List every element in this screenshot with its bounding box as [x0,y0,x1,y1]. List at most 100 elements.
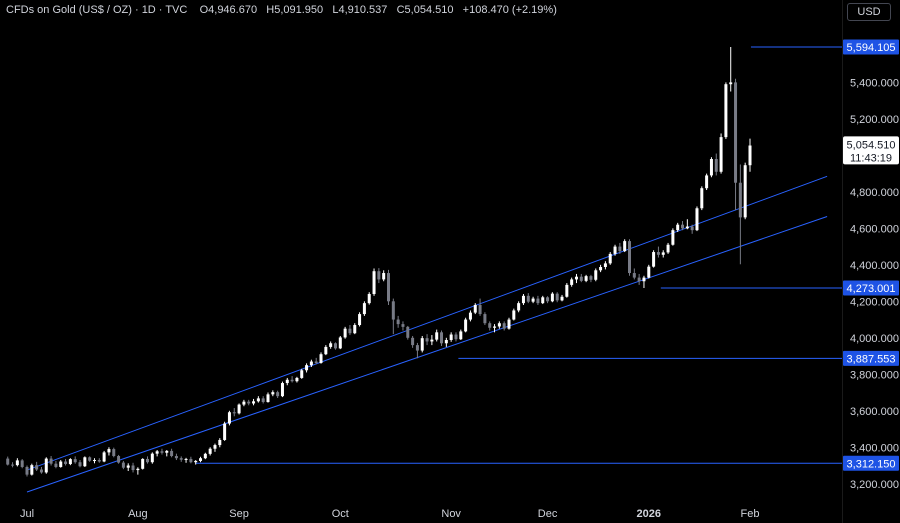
candle[interactable] [574,273,578,284]
candle[interactable] [676,222,680,232]
candle[interactable] [637,273,641,285]
candle[interactable] [261,396,265,404]
candle[interactable] [517,301,521,313]
currency-button[interactable]: USD [847,3,891,21]
candle[interactable] [594,268,598,282]
candle[interactable] [584,274,588,283]
candle[interactable] [92,458,96,464]
candle[interactable] [488,321,492,331]
candle[interactable] [656,246,660,258]
candle[interactable] [227,410,231,426]
candle[interactable] [295,376,299,383]
candle[interactable] [271,390,275,397]
candle[interactable] [146,456,149,464]
candle[interactable] [541,295,545,305]
candle[interactable] [444,337,448,347]
candle[interactable] [628,239,631,276]
candle[interactable] [599,264,603,273]
candle[interactable] [131,462,135,473]
candle[interactable] [203,452,207,460]
candle[interactable] [199,456,203,463]
candle[interactable] [333,342,337,350]
candle[interactable] [406,325,410,340]
candle[interactable] [531,296,535,304]
trendline[interactable] [26,175,828,471]
candle[interactable] [276,390,280,399]
candle[interactable] [560,294,564,302]
candle[interactable] [738,164,742,265]
candle[interactable] [64,458,68,466]
candle[interactable] [88,456,92,462]
candle[interactable] [700,186,704,211]
candle[interactable] [189,456,193,464]
candle[interactable] [396,315,400,328]
candle[interactable] [179,456,183,462]
candle[interactable] [266,392,270,403]
candle[interactable] [521,294,525,305]
candle[interactable] [743,162,747,220]
candle[interactable] [570,277,574,287]
candle[interactable] [68,458,72,466]
candle[interactable] [555,292,559,303]
candle[interactable] [343,326,347,339]
candle[interactable] [449,332,453,342]
candle[interactable] [174,453,178,461]
candle[interactable] [748,138,752,172]
candle[interactable] [618,242,622,254]
candle[interactable] [39,466,43,474]
candle[interactable] [83,456,87,467]
candle[interactable] [54,460,58,469]
candle[interactable] [382,270,386,282]
trendline[interactable] [26,216,828,493]
candle[interactable] [647,264,651,279]
candle[interactable] [478,298,482,316]
candle[interactable] [512,308,516,321]
candle[interactable] [719,133,723,174]
candle[interactable] [464,317,468,333]
candle[interactable] [242,399,246,407]
candle[interactable] [136,467,140,475]
candle[interactable] [589,274,593,283]
candle[interactable] [247,399,251,406]
candle[interactable] [223,421,227,441]
candle[interactable] [102,450,106,463]
candle[interactable] [603,261,607,270]
candle[interactable] [415,342,419,359]
candle[interactable] [681,221,685,231]
candle[interactable] [160,448,164,455]
candle[interactable] [25,465,29,477]
candle[interactable] [184,457,188,463]
candle[interactable] [165,450,169,457]
candle[interactable] [546,296,550,304]
candle[interactable] [493,324,497,333]
candle[interactable] [623,239,627,253]
candle[interactable] [348,325,352,336]
candle[interactable] [454,332,458,342]
candle[interactable] [256,396,260,403]
candle[interactable] [290,376,294,383]
candle[interactable] [724,82,728,139]
candle[interactable] [194,460,198,465]
candle[interactable] [695,206,699,232]
candle[interactable] [729,46,733,92]
candle[interactable] [425,334,429,346]
candle[interactable] [324,345,328,356]
candle[interactable] [35,461,39,471]
candle[interactable] [44,457,48,474]
candle[interactable] [97,458,101,463]
candle[interactable] [666,242,670,254]
candle[interactable] [459,329,463,340]
candle[interactable] [734,78,738,211]
candle[interactable] [213,443,217,452]
candle[interactable] [11,462,15,468]
candle[interactable] [6,456,10,466]
candle[interactable] [579,273,583,283]
candle[interactable] [671,228,675,246]
candle[interactable] [155,450,159,457]
candle[interactable] [121,460,125,470]
candle[interactable] [305,363,309,373]
candle[interactable] [15,458,19,467]
candle[interactable] [483,312,487,326]
candle[interactable] [391,298,395,335]
